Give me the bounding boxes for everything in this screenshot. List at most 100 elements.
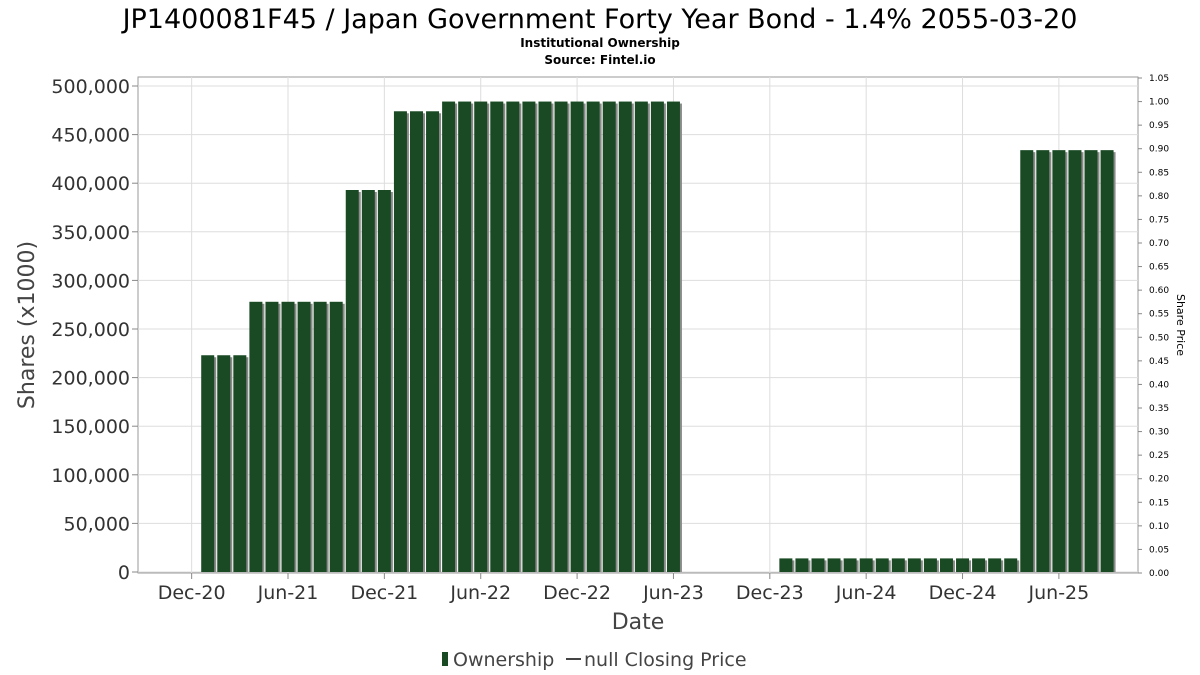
ownership-bar [811,558,825,572]
chart-title: JP1400081F45 / Japan Government Forty Ye… [121,4,1078,35]
bars [201,101,1116,573]
y2-tick-label: 0.70 [1149,239,1169,249]
ownership-bar [1036,150,1050,573]
y-axis-ticks: 0 50,000 100,000 150,000 200,000 250,000 300,0… [51,76,138,584]
ownership-bar [972,558,986,572]
x-axis-ticks: Dec-20 Jun-21 Dec-21 Jun-22 Dec-22 Jun-23 Dec-… [158,573,1089,604]
y2-tick-label: 0.20 [1149,475,1169,485]
x-tick-label: Dec-23 [736,582,804,604]
y-tick-label: 300,000 [51,270,130,292]
ownership-bar [988,558,1002,572]
ownership-bar [426,111,440,572]
ownership-bar [233,355,247,572]
ownership-bar [506,101,520,572]
ownership-bar [939,558,953,572]
ownership-bar [666,101,680,572]
ownership-bar [907,558,921,572]
y2-tick-label: 0.85 [1149,168,1169,178]
ownership-bar [1004,558,1018,572]
ownership-bar [490,101,504,572]
legend: Ownership null Closing Price [442,649,747,671]
ownership-bar [795,558,809,572]
ownership-bar [313,301,327,572]
ownership-bar [265,301,279,572]
x-tick-label: Jun-23 [642,582,704,604]
legend-ownership-swatch [442,652,448,666]
y2-tick-label: 0.75 [1149,215,1169,225]
ownership-bar [1052,150,1066,573]
ownership-bar [570,101,584,572]
y2-tick-label: 0.80 [1149,192,1169,202]
y2-tick-label: 0.50 [1149,333,1169,343]
ownership-bar [538,101,552,572]
ownership-bar [281,301,295,572]
ownership-bar [827,558,841,572]
x-tick-label: Dec-22 [543,582,611,604]
ownership-bar [393,111,407,572]
y2-tick-label: 0.10 [1149,522,1169,532]
ownership-bar [329,301,343,572]
ownership-bar [602,101,616,572]
ownership-bar [618,101,632,572]
y2-tick-label: 0.25 [1149,451,1169,461]
ownership-bar [1084,150,1098,573]
ownership-bar [377,190,391,572]
ownership-bar [442,101,456,572]
ownership-bar [891,558,905,572]
y2-tick-label: 0.45 [1149,357,1169,367]
ownership-bar [779,558,793,572]
ownership-bar [1100,150,1114,573]
y2-tick-label: 0.60 [1149,286,1169,296]
y2-tick-label: 0.35 [1149,404,1169,414]
x-axis-label: Date [612,610,665,635]
y2-tick-label: 1.05 [1149,74,1169,84]
x-tick-label: Jun-21 [257,582,319,604]
ownership-bar [650,101,664,572]
legend-ownership-label: Ownership [453,649,554,671]
y-axis-label: Shares (x1000) [15,241,40,409]
x-tick-label: Dec-20 [158,582,226,604]
ownership-bar [409,111,423,572]
y-tick-label: 50,000 [64,513,130,535]
ownership-bar [956,558,970,572]
x-tick-label: Dec-21 [350,582,418,604]
y-tick-label: 450,000 [51,125,130,147]
y2-axis-ticks: 0.00 0.05 0.10 0.15 0.20 0.25 0.30 0.35 0.40 0.45… [1138,74,1169,579]
y2-tick-label: 0.05 [1149,545,1169,555]
y2-tick-label: 0.90 [1149,145,1169,155]
ownership-bar [1020,150,1034,573]
ownership-bar [201,355,215,572]
ownership-bar [859,558,873,572]
y-tick-label: 150,000 [51,416,130,438]
ownership-bar [297,301,311,572]
ownership-bar [474,101,488,572]
y-tick-label: 250,000 [51,319,130,341]
y-tick-label: 500,000 [51,76,130,98]
ownership-bar [361,190,375,572]
y-tick-label: 0 [118,562,130,584]
y-tick-label: 350,000 [51,222,130,244]
y2-tick-label: 0.95 [1149,121,1169,131]
ownership-bar [843,558,857,572]
ownership-bar [458,101,472,572]
ownership-bar [586,101,600,572]
ownership-bar [1068,150,1082,573]
y2-tick-label: 0.65 [1149,263,1169,273]
ownership-bar [923,558,937,572]
y-tick-label: 100,000 [51,465,130,487]
x-tick-label: Jun-24 [835,582,897,604]
y2-axis-label: Share Price [1174,294,1187,356]
ownership-bar [217,355,231,572]
y2-tick-label: 0.30 [1149,428,1169,438]
ownership-bar [554,101,568,572]
ownership-bar [249,301,263,572]
ownership-bar [522,101,536,572]
y2-tick-label: 0.55 [1149,310,1169,320]
ownership-bar [875,558,889,572]
y2-tick-label: 0.40 [1149,380,1169,390]
y-tick-label: 200,000 [51,368,130,390]
y-tick-label: 400,000 [51,173,130,195]
ownership-bar [634,101,648,572]
ownership-bar [345,190,359,572]
